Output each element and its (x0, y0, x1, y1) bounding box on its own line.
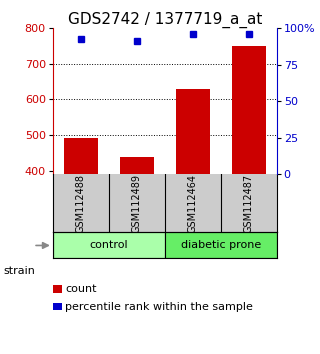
Title: GDS2742 / 1377719_a_at: GDS2742 / 1377719_a_at (68, 12, 262, 28)
Bar (165, 233, 277, 258)
Text: GSM112464: GSM112464 (188, 174, 198, 233)
Text: GSM112487: GSM112487 (244, 174, 254, 233)
Bar (176, 89, 210, 174)
Text: GSM112488: GSM112488 (76, 174, 86, 233)
Bar (120, 158, 154, 174)
Text: control: control (90, 240, 128, 251)
Text: strain: strain (3, 266, 35, 276)
Text: percentile rank within the sample: percentile rank within the sample (65, 302, 253, 312)
Bar (53, 233, 165, 258)
Text: GSM112489: GSM112489 (132, 174, 142, 233)
Bar (232, 46, 266, 174)
Text: count: count (65, 284, 96, 294)
Text: diabetic prone: diabetic prone (181, 240, 261, 251)
Bar (64, 137, 98, 174)
